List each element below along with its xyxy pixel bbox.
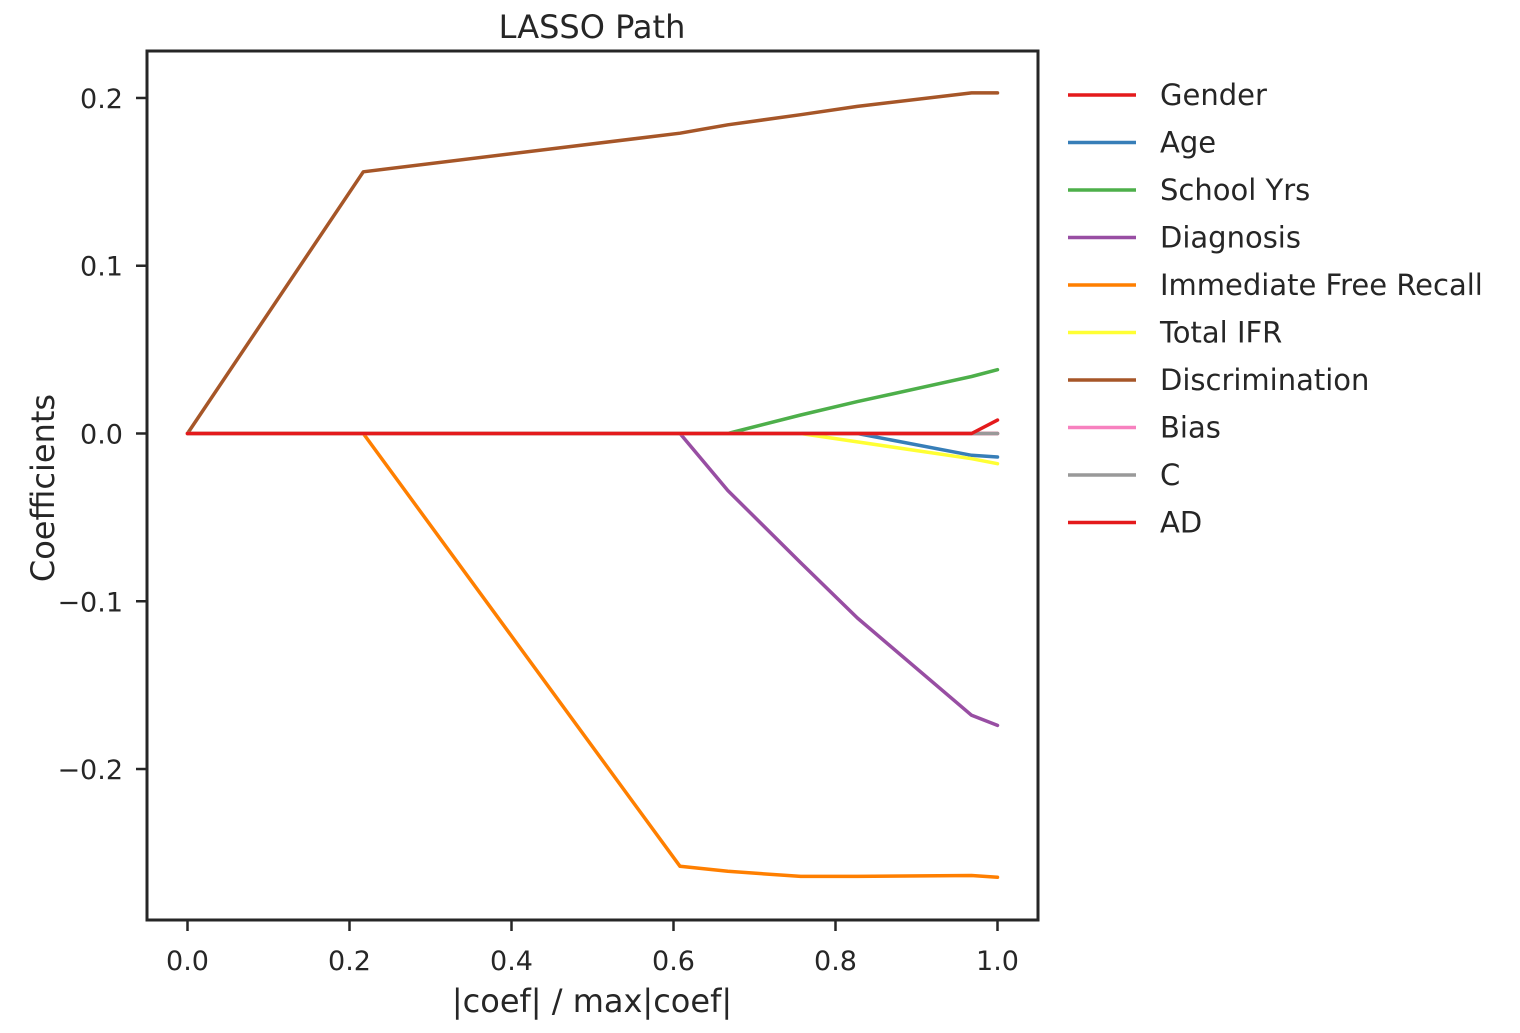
x-tick-label: 0.8 — [814, 946, 857, 977]
legend-item-ad: AD — [1068, 506, 1202, 540]
x-axis: 0.0 0.2 0.4 0.6 0.8 1.0 — [166, 920, 1019, 977]
legend-label: Total IFR — [1159, 316, 1282, 350]
y-axis: 0.2 0.1 0.0 −0.1 −0.2 — [57, 84, 147, 786]
legend-label: AD — [1160, 506, 1202, 540]
chart-title: LASSO Path — [499, 8, 686, 46]
x-tick-label: 0.0 — [166, 946, 209, 977]
legend: Gender Age School Yrs Diagnosis Immediate Fr… — [1068, 78, 1483, 540]
legend-item-gender: Gender — [1068, 78, 1267, 112]
y-tick-label: 0.1 — [80, 252, 123, 283]
legend-item-c: C — [1068, 458, 1180, 492]
legend-label: Gender — [1160, 78, 1267, 112]
y-tick-label: 0.0 — [80, 419, 123, 450]
x-tick-label: 1.0 — [976, 946, 1019, 977]
series-line-discrimination — [185, 91, 1000, 436]
legend-label: Diagnosis — [1160, 221, 1301, 255]
plot-lines — [185, 91, 1000, 879]
legend-label: School Yrs — [1160, 173, 1310, 207]
legend-item-bias: Bias — [1068, 411, 1221, 445]
legend-item-total-ifr: Total IFR — [1068, 316, 1282, 350]
series-line-school-yrs — [185, 367, 1000, 436]
legend-label: Age — [1160, 126, 1216, 160]
legend-label: C — [1160, 458, 1180, 492]
series-line-ad — [185, 418, 1000, 436]
y-tick-label: −0.2 — [57, 755, 123, 786]
legend-label: Discrimination — [1160, 363, 1369, 397]
y-tick-label: 0.2 — [80, 84, 123, 115]
legend-item-immediate-free-recall: Immediate Free Recall — [1068, 268, 1483, 302]
legend-label: Immediate Free Recall — [1160, 268, 1483, 302]
y-tick-label: −0.1 — [57, 587, 123, 618]
legend-item-age: Age — [1068, 126, 1216, 160]
plot-frame — [145, 49, 1040, 922]
x-tick-label: 0.4 — [490, 946, 533, 977]
x-tick-label: 0.6 — [652, 946, 695, 977]
series-line-diagnosis — [185, 431, 1000, 728]
series-line-immediate-free-recall — [185, 431, 1000, 879]
legend-item-diagnosis: Diagnosis — [1068, 221, 1301, 255]
x-tick-label: 0.2 — [328, 946, 371, 977]
x-axis-title: |coef| / max|coef| — [452, 982, 732, 1020]
legend-label: Bias — [1160, 411, 1221, 445]
legend-item-school-yrs: School Yrs — [1068, 173, 1310, 207]
legend-item-discrimination: Discrimination — [1068, 363, 1369, 397]
y-axis-title: Coefficients — [24, 394, 62, 582]
